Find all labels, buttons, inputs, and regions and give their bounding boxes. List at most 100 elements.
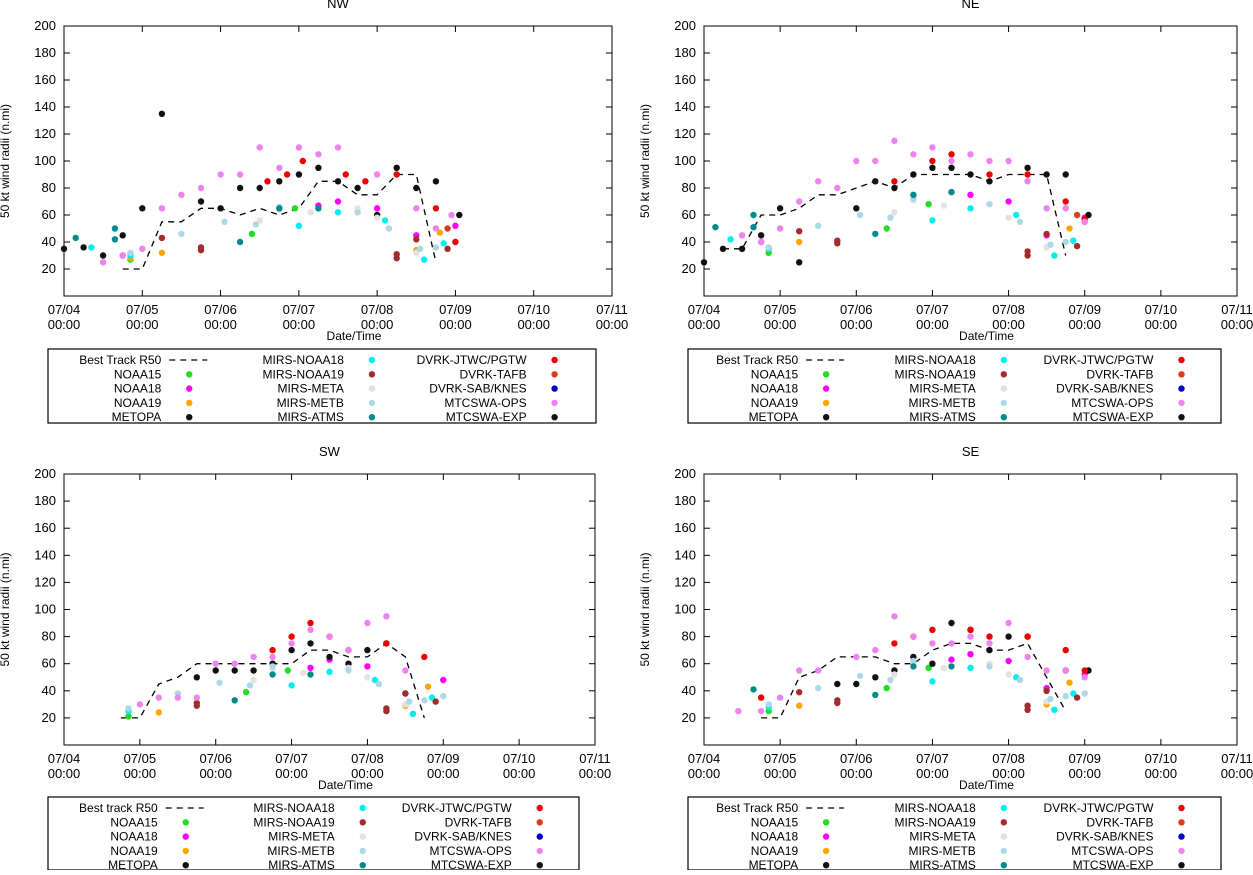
legend-swatch xyxy=(1178,804,1185,812)
y-tick-label: 200 xyxy=(674,18,696,33)
point-mirs-noaa19 xyxy=(393,251,400,258)
point-noaa18 xyxy=(364,663,371,670)
x-axis-label: Date/Time xyxy=(318,778,373,792)
point-dvrk-jtwc-pgtw xyxy=(362,178,369,185)
point-dvrk-tafb xyxy=(444,225,451,232)
point-mtcswa-ops xyxy=(158,205,166,212)
point-mirs-noaa18 xyxy=(967,205,974,212)
point-dvrk-jtwc-pgtw xyxy=(1024,633,1031,640)
legend-label: Best Track R50 xyxy=(716,801,798,815)
point-mirs-atms xyxy=(269,671,276,678)
y-tick-label: 140 xyxy=(674,547,696,562)
legend-swatch xyxy=(822,385,830,392)
legend-label: MTCSWA-OPS xyxy=(430,844,512,858)
point-mtcswa-ops xyxy=(796,198,803,205)
point-metopa xyxy=(288,646,295,654)
point-mtcswa-ops xyxy=(986,640,993,647)
point-mtcswa-ops xyxy=(212,660,219,667)
point-mtcswa-ops xyxy=(432,225,440,232)
legend-label: DVRK-SAB/KNES xyxy=(1056,382,1153,396)
point-mirs-noaa18 xyxy=(288,682,295,689)
point-mtcswa-ops xyxy=(1024,178,1031,185)
point-mtcswa-ops xyxy=(250,653,257,661)
x-tick-label-date: 07/08 xyxy=(992,751,1025,766)
x-tick-label-date: 07/11 xyxy=(596,302,628,317)
legend-label: NOAA15 xyxy=(751,815,799,829)
legend-swatch xyxy=(536,833,543,840)
point-mtcswa-ops xyxy=(910,151,917,158)
point-mirs-meta xyxy=(1005,214,1012,221)
legend-swatch xyxy=(1000,399,1008,407)
point-mirs-metb xyxy=(856,672,864,680)
point-mirs-atms xyxy=(231,697,238,704)
point-mirs-noaa18 xyxy=(428,694,436,701)
y-tick-label: 60 xyxy=(682,656,696,671)
legend-label: MIRS-ATMS xyxy=(909,858,975,870)
y-tick-label: 100 xyxy=(34,153,56,168)
x-tick-label-date: 07/08 xyxy=(351,751,384,766)
point-metopa xyxy=(986,178,993,185)
legend-swatch xyxy=(1178,833,1185,840)
point-mtcswa-ops xyxy=(815,667,822,674)
point-mirs-metb xyxy=(887,676,894,684)
y-tick-label: 140 xyxy=(34,547,56,562)
point-mtcswa-ops xyxy=(174,694,181,701)
point-dvrk-jtwc-pgtw xyxy=(269,646,276,654)
x-tick-label-time: 00:00 xyxy=(1221,317,1253,332)
plot-frame xyxy=(63,25,613,297)
x-tick-label-date: 07/09 xyxy=(1068,751,1101,766)
plot-frame xyxy=(63,473,596,746)
point-mtcswa-ops xyxy=(413,205,420,212)
point-metopa xyxy=(757,232,765,239)
legend-label: NOAA19 xyxy=(110,844,158,858)
legend-label: MIRS-NOAA18 xyxy=(253,801,335,815)
point-dvrk-jtwc-pgtw xyxy=(393,171,400,178)
legend-label: DVRK-TAFB xyxy=(1086,367,1153,381)
y-axis-label: 50 kt wind radii (n.mi) xyxy=(0,104,12,218)
point-noaa15 xyxy=(883,225,890,232)
x-tick-label-time: 00:00 xyxy=(124,766,157,781)
point-mirs-meta xyxy=(373,214,381,221)
legend-swatch xyxy=(368,399,376,407)
point-mirs-metb xyxy=(269,663,276,670)
x-tick-label-time: 00:00 xyxy=(126,317,159,332)
point-mtcswa-ops xyxy=(1081,674,1088,681)
point-mtcswa-ops xyxy=(929,144,936,151)
point-metopa xyxy=(393,164,400,171)
point-mirs-atms xyxy=(111,225,119,232)
point-metopa xyxy=(217,205,224,212)
point-mirs-metb xyxy=(765,244,772,251)
point-mirs-noaa18 xyxy=(371,676,379,684)
legend-label: MTCSWA-EXP xyxy=(1073,858,1154,870)
point-mtcswa-ops xyxy=(256,144,263,151)
y-tick-label: 200 xyxy=(34,466,56,481)
point-metopa xyxy=(1005,633,1012,640)
point-mtcswa-ops xyxy=(276,164,283,171)
legend-swatch xyxy=(368,385,376,392)
point-noaa15 xyxy=(925,664,932,671)
x-tick-label-date: 07/07 xyxy=(916,751,949,766)
legend-label: MTCSWA-EXP xyxy=(431,858,512,870)
point-mirs-noaa18 xyxy=(326,668,333,675)
point-metopa xyxy=(276,178,283,185)
x-tick-label-time: 00:00 xyxy=(48,766,81,781)
y-tick-label: 180 xyxy=(674,45,696,60)
point-mtcswa-ops xyxy=(1043,205,1050,212)
legend-label: MIRS-META xyxy=(909,830,975,844)
x-tick-label-date: 07/06 xyxy=(840,302,873,317)
x-tick-label-date: 07/10 xyxy=(517,302,550,317)
point-noaa19 xyxy=(796,702,803,709)
point-mtcswa-ops xyxy=(1043,667,1050,674)
point-noaa15 xyxy=(125,713,132,720)
point-mtcswa-ops xyxy=(738,232,746,239)
y-tick-label: 80 xyxy=(682,180,696,195)
point-dvrk-jtwc-pgtw xyxy=(1062,646,1069,654)
point-dvrk-jtwc-pgtw xyxy=(421,653,428,661)
legend-label: MTCSWA-OPS xyxy=(1071,396,1153,410)
legend-label: Best Track R50 xyxy=(716,353,798,367)
panel-title: SE xyxy=(962,444,980,459)
point-mtcswa-ops xyxy=(119,252,126,259)
x-tick-label-date: 07/06 xyxy=(204,302,237,317)
point-mirs-metb xyxy=(815,684,822,692)
